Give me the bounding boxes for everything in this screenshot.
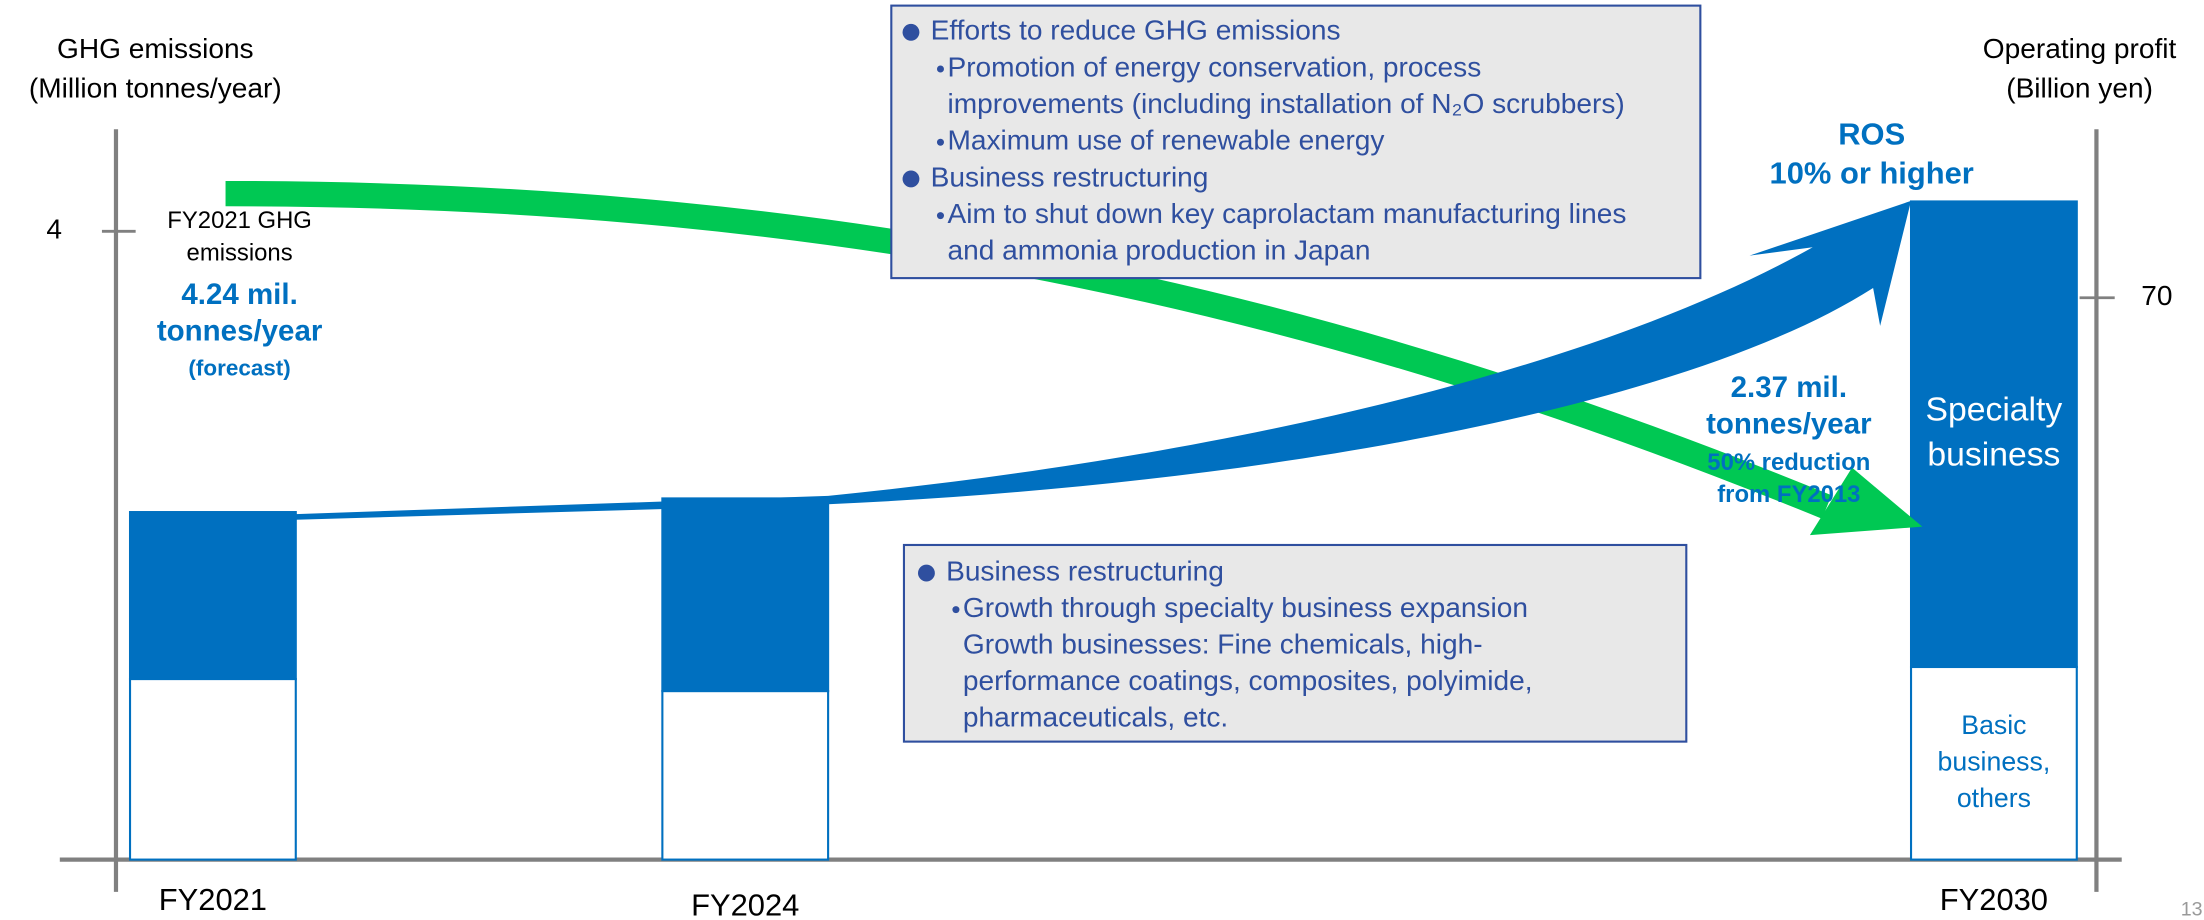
bullet — [902, 23, 920, 41]
bullet — [936, 212, 944, 220]
y-axis-title: (Million tonnes/year) — [29, 72, 282, 103]
annotation: tonnes/year — [157, 315, 323, 348]
bar-segment — [1909, 665, 2078, 861]
bullet — [952, 606, 960, 614]
y2-tick-label: 70 — [2141, 280, 2172, 311]
box-text: Growth through specialty business expans… — [963, 592, 1528, 623]
annotation: tonnes/year — [1706, 407, 1872, 440]
segment-label: Specialty — [1926, 391, 2063, 429]
segment-label: business — [1927, 436, 2060, 474]
annotation: 4.24 mil. — [181, 278, 297, 311]
box-text: pharmaceuticals, etc. — [963, 702, 1228, 733]
y-tick-label: 4 — [46, 214, 62, 245]
text-box — [890, 4, 1702, 280]
annotation: 10% or higher — [1770, 156, 1974, 191]
profit-arrow — [295, 200, 1912, 520]
bar-segment — [128, 511, 297, 681]
box-text: and ammonia production in Japan — [947, 235, 1370, 266]
segment-label: Basic — [1961, 710, 2026, 740]
box-text: Business restructuring — [931, 161, 1209, 192]
box-text: Business restructuring — [946, 555, 1224, 586]
y2-axis-title: Operating profit — [1983, 33, 2177, 64]
bullet — [936, 138, 944, 146]
bar-segment — [1909, 200, 2078, 669]
bullet — [936, 65, 944, 73]
x-tick-label: FY2021 — [159, 882, 267, 917]
page-number: 13 — [2181, 898, 2203, 920]
y2-axis-title: (Billion yen) — [2006, 72, 2153, 103]
bullet — [902, 170, 920, 188]
annotation: emissions — [187, 240, 293, 267]
segment-label: business, — [1938, 746, 2051, 776]
annotation: 2.37 mil. — [1731, 371, 1847, 404]
box-text: Aim to shut down key caprolactam manufac… — [947, 198, 1626, 229]
annotation: (forecast) — [188, 355, 290, 380]
box-text: Promotion of energy conservation, proces… — [947, 51, 1481, 82]
segment-label: others — [1957, 783, 2031, 813]
box-text: performance coatings, composites, polyim… — [963, 665, 1533, 696]
ghg-arrowhead — [1809, 467, 1923, 536]
box-text: Efforts to reduce GHG emissions — [931, 15, 1341, 46]
bar-segment — [661, 497, 830, 693]
bullet — [918, 564, 935, 582]
box-text: improvements (including installation of … — [947, 88, 1624, 119]
bar-segment — [128, 677, 297, 861]
x-tick-label: FY2030 — [1940, 882, 2048, 917]
annotation: FY2021 GHG — [167, 207, 312, 234]
annotation: from FY2013 — [1717, 481, 1860, 508]
box-text: Growth businesses: Fine chemicals, high- — [963, 629, 1483, 660]
annotation: ROS — [1838, 116, 1905, 151]
x-tick-label: FY2024 — [691, 888, 799, 920]
bar-segment — [661, 690, 830, 861]
annotation: 50% reduction — [1707, 449, 1870, 476]
y-axis-title: GHG emissions — [57, 33, 254, 64]
text-box — [902, 543, 1688, 743]
box-text: Maximum use of renewable energy — [947, 125, 1384, 156]
